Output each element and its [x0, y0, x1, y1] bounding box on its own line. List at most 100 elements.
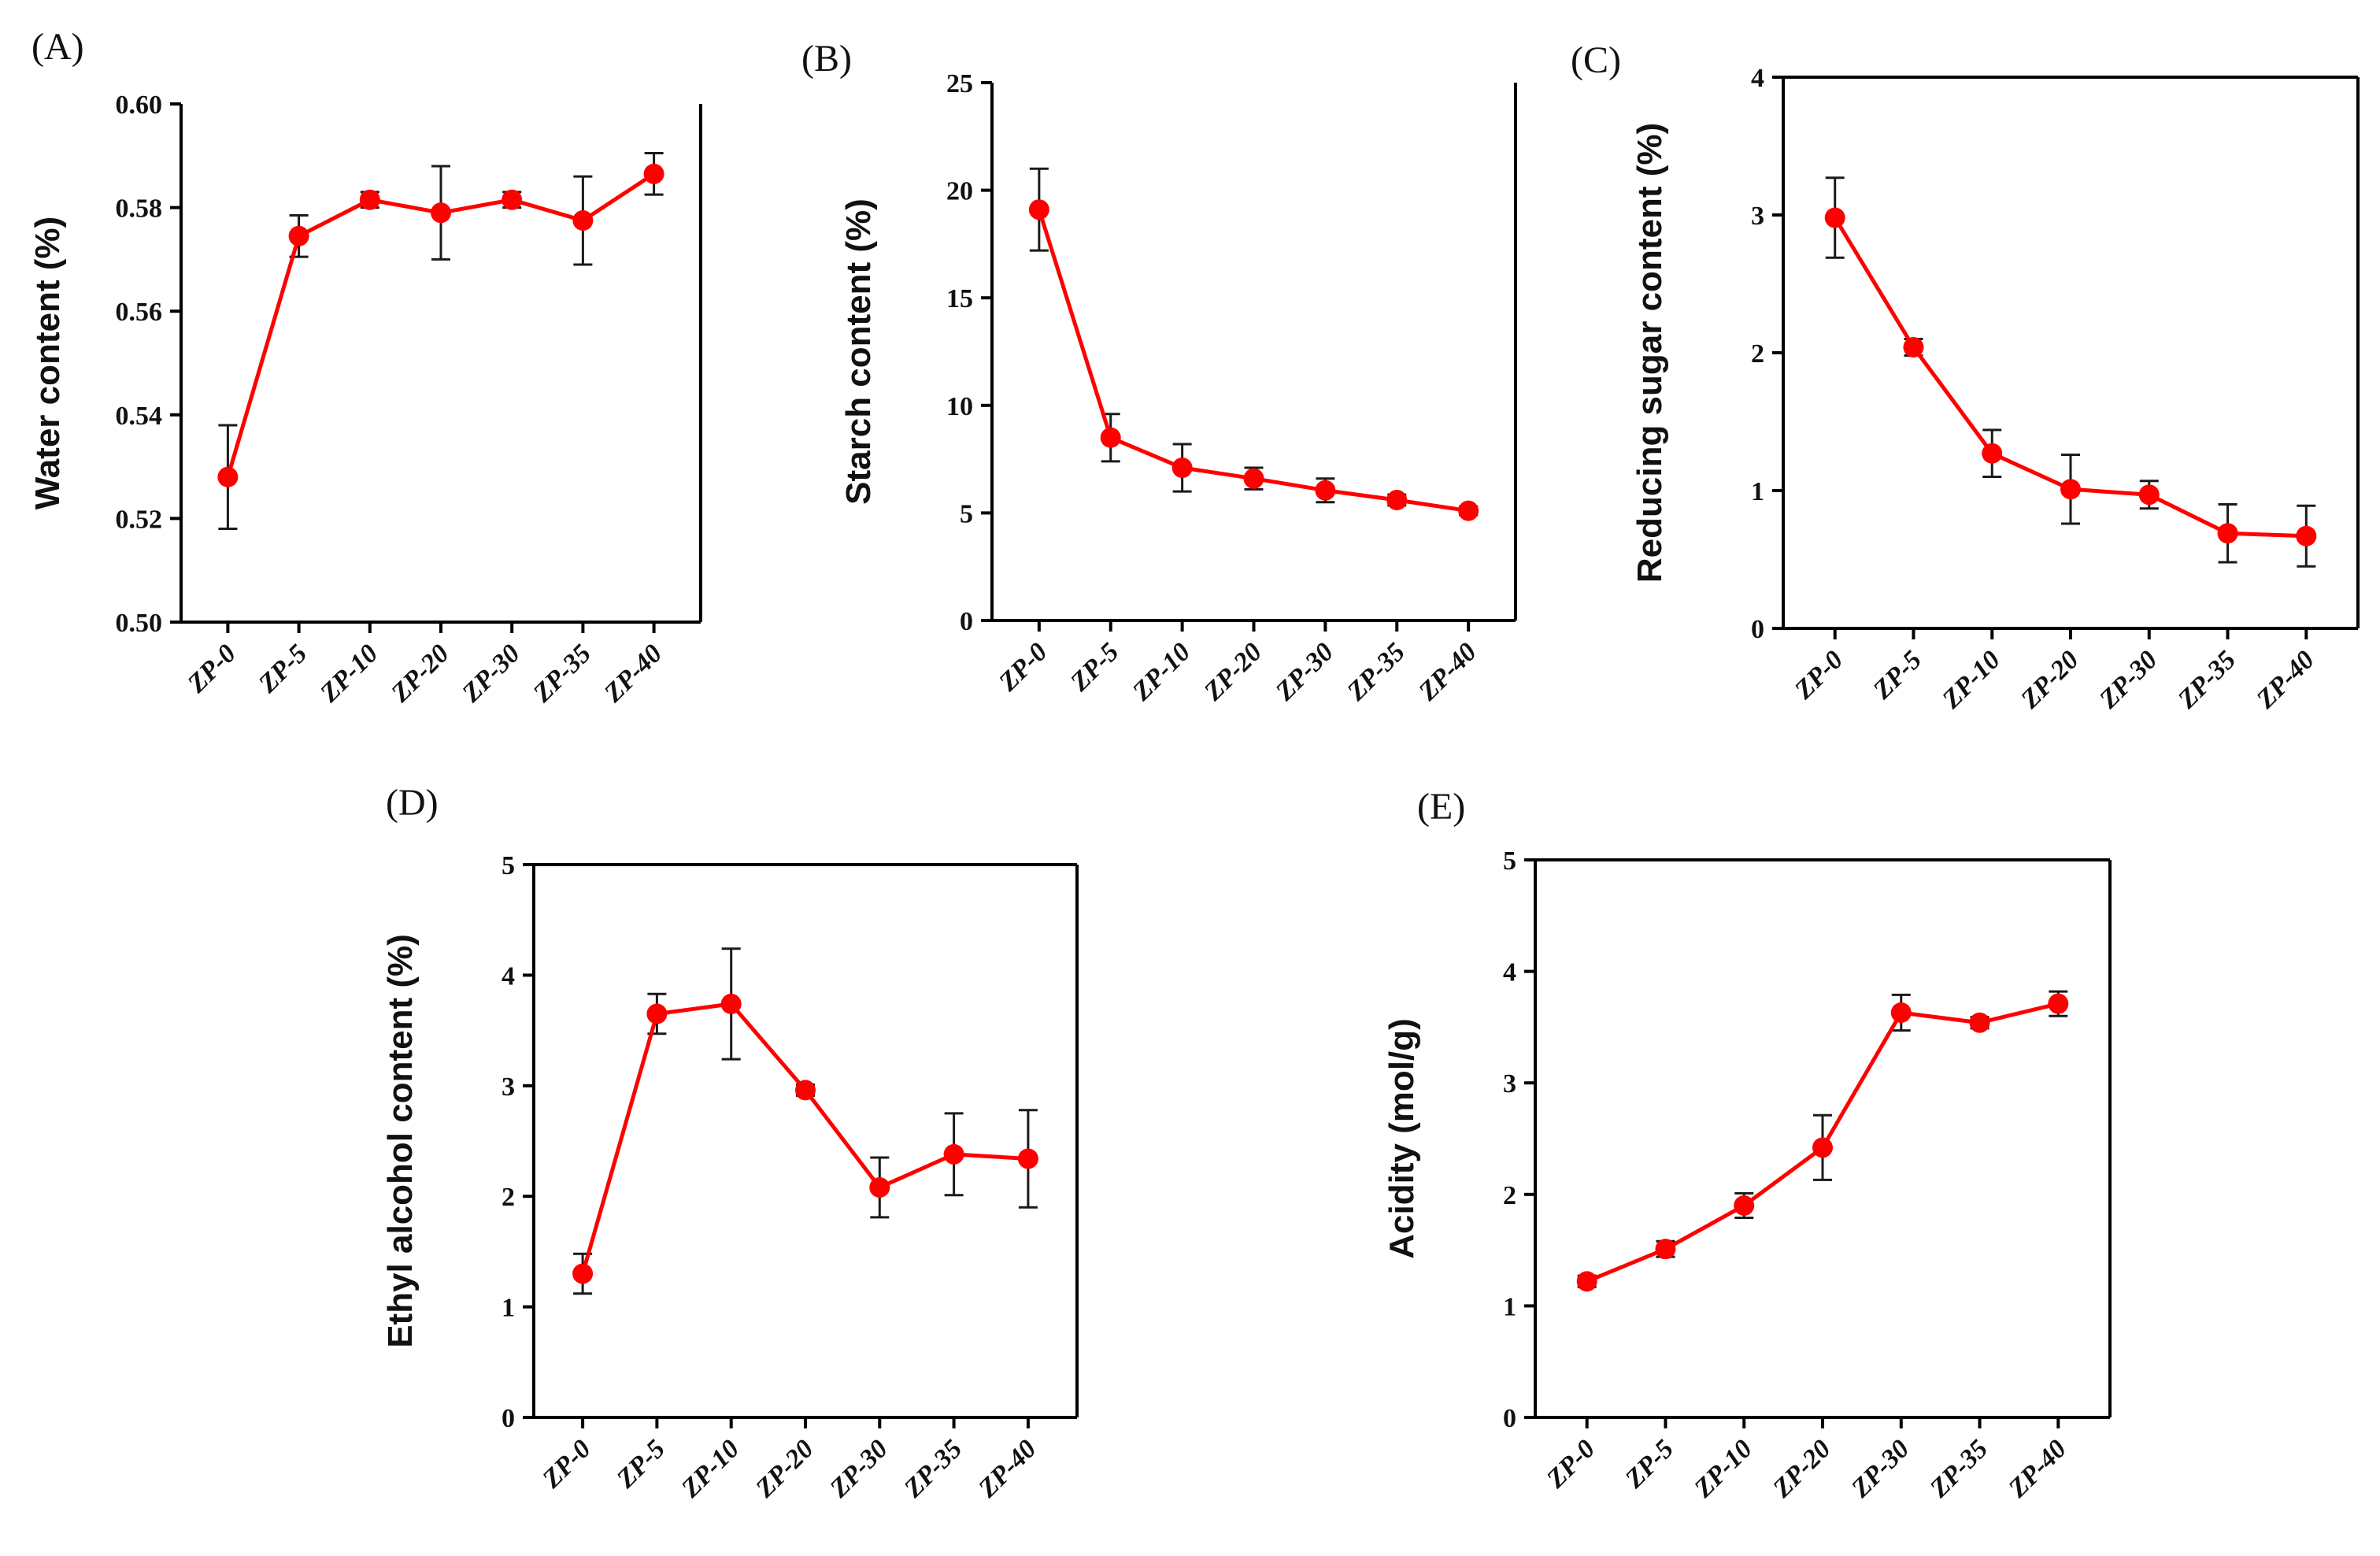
- data-point: [2296, 525, 2317, 546]
- y-tick-label: 0: [960, 607, 973, 636]
- y-tick-label: 0.58: [116, 194, 163, 224]
- data-point: [1576, 1271, 1597, 1292]
- x-tick-label: ZP-30: [1270, 637, 1339, 706]
- y-tick-label: 0.56: [116, 298, 163, 327]
- y-tick-label: 5: [1503, 847, 1516, 876]
- data-point: [1655, 1239, 1676, 1260]
- y-tick-label: 0.60: [116, 91, 163, 120]
- data-point: [572, 210, 594, 232]
- x-tick-label: ZP-20: [1198, 637, 1268, 706]
- x-tick-label: ZP-35: [1342, 637, 1411, 706]
- series-line: [1037, 209, 1469, 513]
- chart-panel-d: (D) 0 1 2 3 4 5 ZP-0 ZP-5 ZP-10 ZP-20 ZP-30 ZP-35 ZP-…: [381, 782, 1079, 1504]
- data-point: [1100, 427, 1121, 448]
- y-tick-label: 0.54: [116, 402, 163, 431]
- x-tick-label: ZP-0: [993, 637, 1053, 697]
- x-tick-label: ZP-40: [598, 639, 668, 708]
- x-tick-label: ZP-40: [2003, 1434, 2072, 1503]
- y-tick-label: 25: [946, 69, 973, 98]
- x-tick-label: ZP-5: [1867, 645, 1927, 705]
- panel-label: (B): [801, 38, 852, 80]
- y-tick-label: 0: [1503, 1404, 1516, 1433]
- y-tick-label: 2: [502, 1183, 515, 1212]
- data-point: [1243, 468, 1264, 489]
- x-tick-label: ZP-10: [314, 639, 383, 708]
- x-tick-label: ZP-30: [2093, 645, 2163, 714]
- x-tick-label: ZP-0: [182, 639, 242, 698]
- x-tick-label: ZP-10: [1127, 637, 1196, 706]
- data-point: [217, 466, 239, 487]
- x-tick-label: ZP-20: [1767, 1434, 1836, 1503]
- y-tick-label: 0.52: [116, 505, 163, 534]
- y-tick-label: 1: [1751, 477, 1764, 506]
- y-tick-label: 2: [1751, 339, 1764, 369]
- x-tick-label: ZP-10: [676, 1434, 745, 1503]
- data-point: [1734, 1195, 1755, 1216]
- y-axis-title: Acidity (mol/g): [1382, 1018, 1421, 1259]
- y-axis-title: Ethyl alcohol content (%): [381, 934, 420, 1348]
- x-tick-label: ZP-40: [1413, 637, 1482, 706]
- chart-panel-e: (E) 0 1 2 3 4 5 ZP-0 ZP-5 ZP-10 ZP-20 ZP-30 ZP-35 ZP-…: [1382, 786, 2112, 1504]
- y-axis-title: Water content (%): [28, 217, 67, 509]
- x-tick-label: ZP-0: [536, 1434, 596, 1494]
- chart-panel-c: (C) 0 1 2 3 4 ZP-0 ZP-5 ZP-10 ZP-20 ZP-30 ZP-35 ZP-4…: [1571, 39, 2360, 715]
- data-point: [2217, 523, 2238, 544]
- x-tick-label: ZP-35: [1924, 1434, 1993, 1503]
- x-tick-label: ZP-0: [1541, 1434, 1601, 1494]
- y-tick-label: 5: [960, 499, 973, 528]
- x-tick-label: ZP-5: [611, 1434, 671, 1494]
- data-point: [2138, 484, 2160, 506]
- chart-panel-b: (B) 0 5 10 15 20 25 ZP-0 ZP-5 ZP-10 ZP-20 ZP-30 ZP-3…: [801, 38, 1517, 707]
- y-tick-label: 4: [1503, 958, 1516, 987]
- data-point: [1890, 1002, 1912, 1023]
- panel-label: (C): [1571, 39, 1621, 81]
- x-tick-label: ZP-10: [1937, 645, 2006, 714]
- chart-panel-a: (A) 0.50 0.52 0.54 0.56 0.58 0.60 ZP-0 ZP-5 ZP-10…: [28, 26, 702, 709]
- x-tick-label: ZP-0: [1789, 645, 1849, 705]
- data-point: [1171, 458, 1193, 479]
- y-tick-label: 1: [502, 1294, 515, 1323]
- x-tick-label: ZP-35: [898, 1434, 968, 1503]
- data-point: [1017, 1148, 1038, 1169]
- x-tick-label: ZP-30: [1845, 1434, 1915, 1503]
- data-point: [720, 993, 742, 1014]
- data-point: [1824, 207, 1845, 228]
- data-point: [572, 1263, 594, 1284]
- panel-label: (E): [1417, 786, 1465, 828]
- y-tick-label: 0: [1751, 615, 1764, 644]
- y-tick-label: 5: [502, 851, 515, 880]
- data-point: [869, 1176, 890, 1198]
- y-tick-label: 4: [502, 961, 515, 991]
- x-tick-label: ZP-5: [253, 639, 313, 698]
- y-tick-label: 0: [502, 1404, 515, 1433]
- y-tick-label: 0.50: [116, 609, 163, 638]
- data-point: [1812, 1137, 1833, 1158]
- data-point: [431, 202, 451, 224]
- data-point: [1315, 480, 1336, 501]
- x-tick-label: ZP-35: [2172, 645, 2241, 714]
- x-tick-label: ZP-20: [2015, 645, 2084, 714]
- x-tick-label: ZP-20: [750, 1434, 819, 1503]
- data-point: [1386, 490, 1408, 511]
- data-point: [1458, 500, 1479, 521]
- x-tick-label: ZP-20: [385, 639, 454, 708]
- y-axis-title: Reducing sugar content (%): [1630, 123, 1669, 583]
- data-point: [943, 1143, 964, 1165]
- series-line: [580, 1002, 1029, 1275]
- x-tick-label: ZP-40: [972, 1434, 1042, 1503]
- data-point: [359, 189, 380, 210]
- y-tick-label: 3: [502, 1073, 515, 1102]
- x-tick-label: ZP-30: [457, 639, 526, 708]
- data-point: [502, 189, 523, 210]
- data-point: [2048, 993, 2069, 1014]
- y-axis-title: Starch content (%): [839, 198, 878, 505]
- y-tick-label: 3: [1751, 202, 1764, 231]
- data-point: [288, 225, 309, 246]
- panel-label: (A): [31, 26, 84, 68]
- data-point: [2060, 479, 2081, 500]
- y-tick-label: 4: [1751, 64, 1764, 93]
- x-tick-label: ZP-5: [1619, 1434, 1679, 1494]
- y-tick-label: 1: [1503, 1292, 1516, 1321]
- y-tick-label: 15: [946, 284, 973, 313]
